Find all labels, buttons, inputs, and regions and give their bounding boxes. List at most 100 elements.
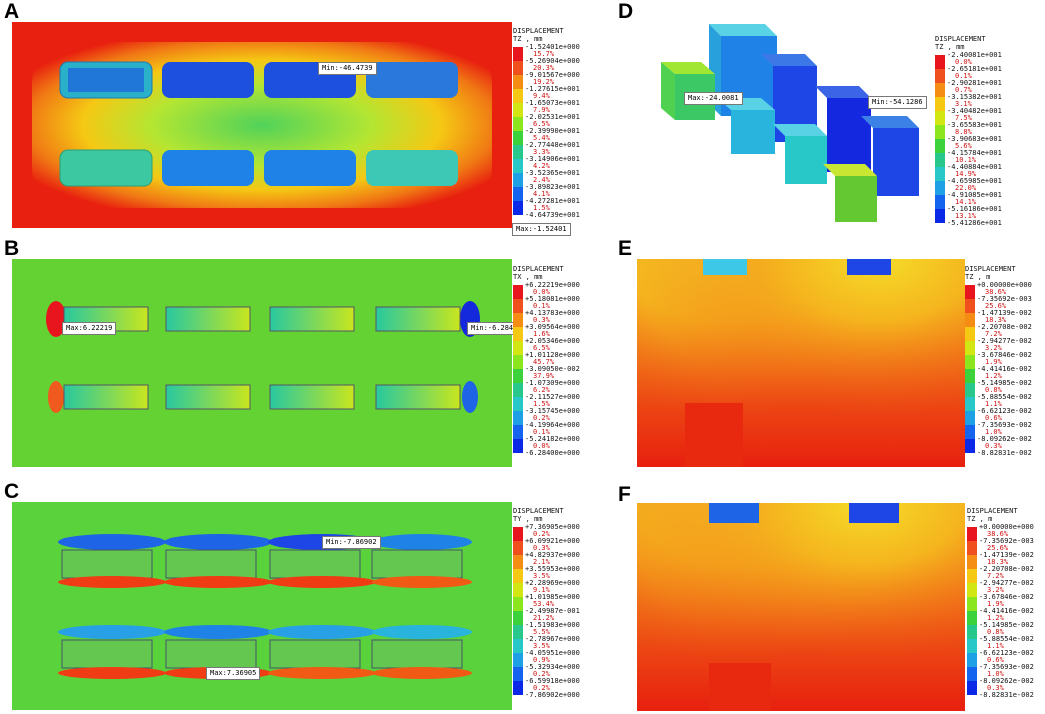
legend-swatch — [513, 117, 523, 131]
legend-swatch — [513, 583, 523, 597]
legend-swatch — [513, 285, 523, 299]
legend-tick-label: -3.65583e+001 — [947, 121, 1002, 129]
legend-percent: 1.0% — [987, 670, 1004, 678]
legend-a: DISPLACEMENT TZ , mm 15.7% 20.3% 19.2% 9.4%… — [513, 28, 583, 228]
legend-tick-label: -4.15784e+001 — [947, 149, 1002, 157]
legend-tick-label: -6.28400e+000 — [525, 449, 580, 457]
legend-title: DISPLACEMENT — [965, 265, 1016, 273]
legend-percent: 2.4% — [533, 176, 550, 184]
block-back-4 — [861, 116, 919, 196]
legend-tick-label: -5.14985e-002 — [977, 379, 1032, 387]
legend-tick-label: -4.91085e+001 — [947, 191, 1002, 199]
callout-min-d: Min:-54.1286 — [868, 96, 927, 109]
legend-tick-label: -7.35693e-002 — [977, 421, 1032, 429]
legend-percent: 22.0% — [955, 184, 977, 192]
legend-percent: 3.3% — [533, 148, 550, 156]
legend-tick-label: -6.62123e-002 — [979, 649, 1034, 657]
legend-percent: 7.9% — [533, 106, 550, 114]
legend-tick-label: -1.47139e-002 — [979, 551, 1034, 559]
legend-percent: 0.8% — [987, 628, 1004, 636]
block-front-1 — [661, 62, 715, 120]
legend-swatch — [513, 159, 523, 173]
legend-unit: TY , mm — [513, 515, 543, 523]
legend-swatch — [965, 341, 975, 355]
legend-percent: 0.7% — [955, 86, 972, 94]
legend-percent: 6.5% — [533, 120, 550, 128]
legend-tick-label: -5.88554e-002 — [977, 393, 1032, 401]
legend-title: DISPLACEMENT — [935, 35, 986, 43]
legend-swatch — [965, 327, 975, 341]
panel-label-f: F — [618, 483, 631, 506]
legend-percent: 0.1% — [955, 72, 972, 80]
legend-d: DISPLACEMENT TZ , mm 0.0% 0.1% 0.7% 3.1% 7.5… — [935, 36, 1035, 236]
pit-row-lower — [58, 625, 472, 679]
legend-tick-label: -1.65073e+001 — [525, 99, 580, 107]
legend-percent: 15.7% — [533, 50, 555, 58]
legend-color-bar — [513, 47, 523, 215]
legend-percent: 38.6% — [987, 530, 1009, 538]
legend-tick-label: -3.15745e+000 — [525, 407, 580, 415]
legend-percent: 14.1% — [955, 198, 977, 206]
legend-e: DISPLACEMENT TZ , m 38.6% 25.6% 18.3% 7.2% 3… — [965, 266, 1045, 466]
legend-tick-label: -1.52401e+000 — [525, 43, 580, 51]
legend-percent: 13.1% — [955, 212, 977, 220]
legend-tick-label: +3.55953e+000 — [525, 565, 580, 573]
legend-tick-label: -2.02531e+001 — [525, 113, 580, 121]
legend-percent: 19.2% — [533, 78, 555, 86]
legend-tick-label: -4.27281e+001 — [525, 197, 580, 205]
fem-field-c — [58, 534, 472, 679]
legend-swatch — [967, 555, 977, 569]
panel-label-e: E — [618, 237, 633, 260]
legend-tick-label: -2.78967e+000 — [525, 635, 580, 643]
contour-plot-f — [637, 503, 965, 711]
legend-tick-label: -2.49987e-001 — [525, 607, 580, 615]
legend-swatch — [513, 639, 523, 653]
callout-max-d: Max:-24.0081 — [684, 92, 743, 105]
legend-tick-label: -3.89823e+001 — [525, 183, 580, 191]
legend-swatch — [513, 47, 523, 61]
legend-unit: TZ , m — [965, 273, 991, 281]
legend-swatch — [513, 541, 523, 555]
contour-plot-b — [12, 259, 512, 467]
legend-tick-label: +0.00000e+000 — [979, 523, 1034, 531]
legend-percent: 0.3% — [985, 442, 1002, 450]
block-front-4 — [823, 164, 877, 222]
legend-swatch — [935, 125, 945, 139]
legend-percent: 3.2% — [987, 586, 1004, 594]
legend-swatch — [935, 195, 945, 209]
legend-swatch — [935, 153, 945, 167]
legend-swatch — [965, 383, 975, 397]
legend-tick-label: +7.36905e+000 — [525, 523, 580, 531]
legend-percent: 3.5% — [533, 642, 550, 650]
legend-percent: 5.5% — [533, 628, 550, 636]
legend-swatch — [513, 653, 523, 667]
legend-percent: 7.2% — [987, 572, 1004, 580]
legend-swatch — [965, 285, 975, 299]
legend-swatch — [513, 103, 523, 117]
legend-percent: 1.9% — [985, 358, 1002, 366]
legend-swatch — [965, 439, 975, 453]
legend-percent: 0.0% — [533, 442, 550, 450]
callout-min-a: Min:-46.4739 — [318, 62, 377, 75]
legend-tick-label: -3.14906e+001 — [525, 155, 580, 163]
legend-percent: 18.3% — [985, 316, 1007, 324]
legend-percent: 0.6% — [987, 656, 1004, 664]
legend-tick-label: -2.90281e+001 — [947, 79, 1002, 87]
legend-tick-label: -5.88554e-002 — [979, 635, 1034, 643]
legend-swatch — [935, 139, 945, 153]
legend-percent: 0.2% — [533, 530, 550, 538]
legend-color-bar — [513, 527, 523, 695]
panel-label-b: B — [4, 237, 20, 260]
legend-percent: 1.2% — [987, 614, 1004, 622]
legend-swatch — [965, 425, 975, 439]
legend-swatch — [935, 55, 945, 69]
legend-swatch — [513, 355, 523, 369]
legend-swatch — [965, 369, 975, 383]
legend-percent: 1.9% — [987, 600, 1004, 608]
fem-field-f — [637, 503, 965, 711]
legend-color-bar — [967, 527, 977, 695]
legend-swatch — [513, 681, 523, 695]
contour-plot-c — [12, 502, 512, 710]
legend-percent: 0.3% — [533, 316, 550, 324]
legend-tick-label: -5.14985e-002 — [979, 621, 1034, 629]
